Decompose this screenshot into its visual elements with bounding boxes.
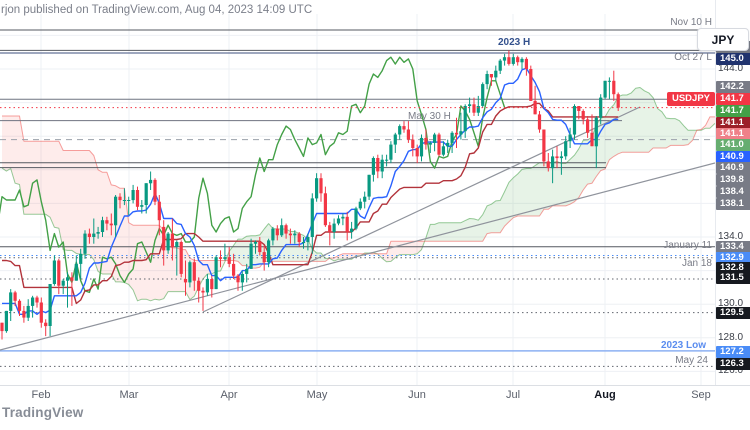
symbol-price-tag: USDJPY: [666, 92, 715, 106]
chart-level-label: Oct 27 L: [674, 52, 712, 63]
price-axis-tick-label: 128.0: [718, 331, 744, 343]
price-badge: 140.9: [716, 162, 750, 174]
price-badge: 141.7: [716, 93, 750, 105]
time-axis-month-label: May: [306, 389, 328, 401]
price-badge: 142.2: [716, 81, 750, 93]
price-badge: 139.8: [716, 174, 750, 186]
price-axis-separator: [715, 0, 716, 385]
price-badge: 141.1: [716, 117, 750, 129]
time-axis-month-label: Aug: [594, 389, 616, 401]
chart-level-label: Jan 18: [681, 258, 712, 269]
chart-level-label: May 30 H: [408, 111, 451, 122]
price-badge: 132.9: [716, 252, 750, 264]
price-badge: 133.4: [716, 241, 750, 253]
price-badge: 132.8: [716, 262, 750, 274]
price-badge: 131.5: [716, 272, 750, 284]
chart-level-label: 2023 Low: [660, 340, 706, 351]
price-badge: 129.5: [716, 307, 750, 319]
price-badge: 126.3: [716, 358, 750, 370]
time-axis-separator: [0, 385, 750, 386]
price-badge: 141.1: [716, 128, 750, 140]
price-badge: 140.9: [716, 151, 750, 163]
currency-unit-button[interactable]: JPY: [697, 28, 749, 51]
price-badge: 141.7: [716, 105, 750, 117]
price-axis-tick-label: 134.0: [718, 231, 744, 242]
time-axis-month-label: Apr: [220, 389, 238, 401]
time-axis-month-label: Jul: [505, 389, 521, 401]
chart-level-label: Nov 10 H: [670, 17, 712, 28]
time-axis-month-label: Sep: [691, 389, 711, 401]
price-axis-tick-label: 144.0: [718, 63, 744, 74]
chart-level-label: May 24: [675, 355, 708, 366]
chart-level-label: 2023 H: [498, 37, 531, 48]
price-axis-tick-label: 130.0: [718, 298, 744, 310]
price-badge: 138.4: [716, 186, 750, 198]
chart-level-label: January 11: [663, 240, 712, 251]
time-axis-month-label: Mar: [119, 389, 139, 401]
time-axis-month-label: Jun: [408, 389, 426, 401]
tradingview-logo[interactable]: TradingView: [2, 405, 84, 420]
price-badge: 141.0: [716, 139, 750, 151]
attribution-text: rjon published on TradingView.com, Aug 0…: [1, 4, 313, 16]
price-axis-tick-label: 126.0: [718, 365, 744, 377]
price-badge: 138.1: [716, 198, 750, 210]
time-axis-month-label: Feb: [31, 389, 51, 401]
price-badge: 127.2: [716, 346, 750, 358]
price-badge: 145.0: [716, 53, 750, 65]
